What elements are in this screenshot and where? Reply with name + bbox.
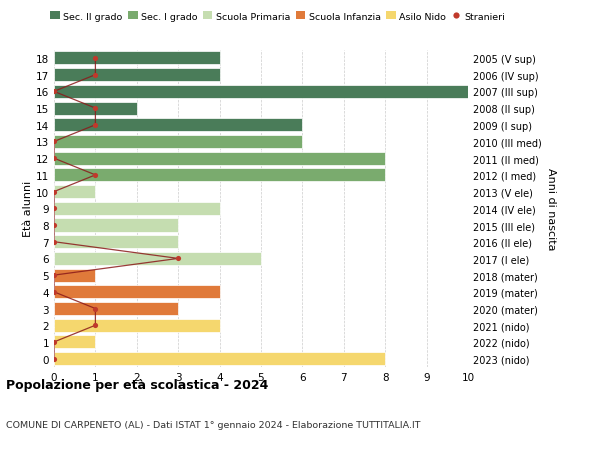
Bar: [54, 302, 178, 315]
Point: [91, 55, 100, 62]
Point: [49, 89, 59, 96]
Point: [49, 339, 59, 346]
Bar: [54, 285, 220, 299]
Bar: [54, 119, 302, 132]
Bar: [54, 169, 385, 182]
Y-axis label: Età alunni: Età alunni: [23, 181, 33, 237]
Point: [49, 139, 59, 146]
Bar: [54, 52, 220, 65]
Bar: [54, 235, 178, 249]
Point: [49, 189, 59, 196]
Point: [173, 255, 183, 263]
Bar: [54, 353, 385, 365]
Legend: Sec. II grado, Sec. I grado, Scuola Primaria, Scuola Infanzia, Asilo Nido, Stran: Sec. II grado, Sec. I grado, Scuola Prim…: [50, 12, 505, 22]
Bar: [54, 69, 220, 82]
Point: [91, 172, 100, 179]
Point: [91, 322, 100, 329]
Point: [49, 222, 59, 229]
Bar: [54, 219, 178, 232]
Point: [49, 205, 59, 213]
Point: [91, 305, 100, 313]
Bar: [54, 319, 220, 332]
Bar: [54, 202, 220, 215]
Point: [49, 239, 59, 246]
Text: COMUNE DI CARPENETO (AL) - Dati ISTAT 1° gennaio 2024 - Elaborazione TUTTITALIA.: COMUNE DI CARPENETO (AL) - Dati ISTAT 1°…: [6, 420, 421, 429]
Point: [91, 105, 100, 112]
Y-axis label: Anni di nascita: Anni di nascita: [545, 168, 556, 250]
Point: [49, 272, 59, 279]
Bar: [54, 152, 385, 165]
Bar: [54, 186, 95, 199]
Point: [91, 72, 100, 79]
Bar: [54, 136, 302, 149]
Bar: [54, 336, 95, 349]
Text: Popolazione per età scolastica - 2024: Popolazione per età scolastica - 2024: [6, 379, 268, 392]
Bar: [54, 86, 468, 99]
Bar: [54, 252, 261, 265]
Point: [49, 289, 59, 296]
Point: [91, 122, 100, 129]
Point: [49, 355, 59, 363]
Bar: [54, 269, 95, 282]
Bar: [54, 102, 137, 115]
Point: [49, 155, 59, 162]
